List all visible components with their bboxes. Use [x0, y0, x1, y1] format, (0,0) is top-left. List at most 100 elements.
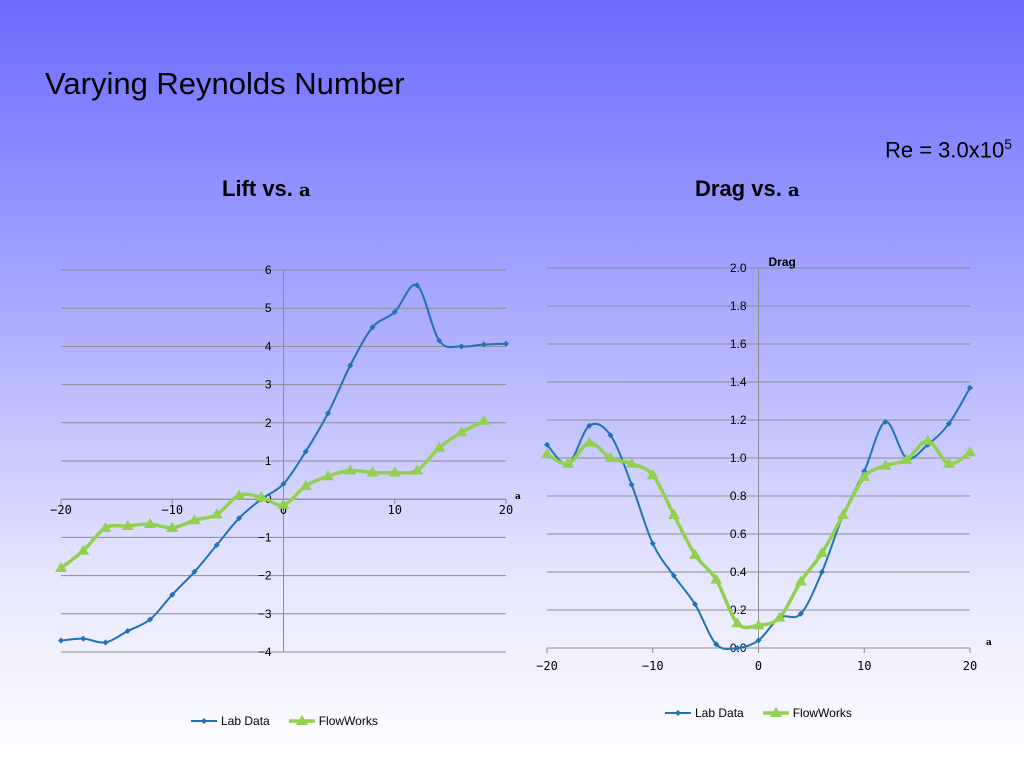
lift-chart-title-text: Lift vs. [222, 176, 300, 201]
drag-series-flowworks-point [646, 469, 659, 480]
drag-series-flowworks-point [604, 452, 617, 462]
lift-chart-title: Lift vs. a [222, 176, 311, 202]
drag-series-flowworks-point [879, 459, 892, 470]
lift-legend-label: Lab Data [221, 714, 270, 728]
lift-series-flowworks-point [322, 470, 334, 481]
lift-y-tick-label: −3 [258, 607, 272, 621]
lift-legend-swatch [191, 718, 217, 724]
drag-series-lab-data-point [945, 420, 952, 427]
drag-series-flowworks-point [942, 457, 955, 468]
drag-y-axis-label: Drag [769, 255, 796, 269]
lift-series-flowworks-point [255, 491, 268, 502]
lift-series-flowworks-point [188, 514, 201, 525]
drag-series-flowworks-point [541, 448, 553, 459]
lift-x-axis-label: a [515, 492, 521, 502]
drag-x-tick-label: 20 [963, 659, 977, 673]
lift-series-lab-data-point [58, 637, 64, 644]
lift-series-lab-data-point [302, 448, 309, 455]
lift-series-lab-data-point [347, 362, 354, 369]
lift-series-flowworks-point [344, 464, 357, 475]
lift-series-flowworks-point [166, 521, 179, 532]
lift-series-lab-data-point [325, 410, 331, 417]
drag-legend-swatch [665, 710, 691, 716]
drag-series-lab-data-point [607, 432, 614, 439]
drag-y-tick-label: 0.6 [730, 527, 747, 541]
drag-y-tick-label: 0.2 [730, 603, 747, 617]
lift-series-lab-data-point [236, 515, 242, 522]
lift-series-lab-data-point [80, 635, 87, 642]
lift-series-lab-data-point [369, 324, 376, 331]
lift-legend-swatch [288, 715, 315, 725]
drag-series-lab-data-point [797, 610, 804, 617]
drag-legend-item-flowworks: FlowWorks [762, 706, 852, 720]
drag-series-flowworks-point [625, 457, 638, 468]
lift-series-flowworks-point [455, 426, 468, 437]
drag-series-lab-data-point [713, 641, 720, 648]
drag-y-tick-label: 2.0 [730, 261, 747, 275]
drag-series-lab-data-point [818, 569, 825, 575]
reynolds-prefix: Re = 3.0x10 [884, 137, 1005, 163]
lift-series-lab-data-point [503, 340, 509, 347]
lift-y-tick-label: 6 [265, 263, 272, 277]
lift-x-tick-label: 0 [280, 503, 287, 517]
drag-series-lab-data-point [967, 384, 973, 391]
drag-series-flowworks-point [710, 573, 723, 584]
lift-series-lab-data-point [480, 341, 487, 348]
drag-series-flowworks-point [837, 509, 850, 519]
lift-x-tick-label: 10 [388, 503, 402, 517]
lift-y-tick-label: −4 [258, 645, 272, 659]
drag-legend-label: FlowWorks [792, 706, 852, 720]
drag-y-tick-label: 1.0 [730, 451, 747, 465]
lift-series-flowworks-point [210, 508, 223, 519]
drag-series-lab-data-point [586, 422, 593, 429]
lift-series-lab-data-point [124, 627, 131, 634]
drag-y-tick-label: 1.4 [730, 375, 747, 389]
lift-series-flowworks-point [233, 489, 245, 500]
drag-series-flowworks-point [752, 619, 765, 630]
lift-series-lab-data-point [191, 568, 198, 575]
lift-y-tick-label: 5 [265, 301, 272, 315]
lift-series-flowworks-point [411, 464, 423, 475]
drag-x-tick-label: 0 [755, 659, 762, 673]
drag-y-tick-label: 0.4 [730, 565, 747, 579]
lift-series-flowworks-point [55, 561, 67, 572]
lift-series-lab-data-point [391, 309, 398, 316]
drag-series-flowworks-point [921, 434, 934, 445]
drag-series-flowworks-point [689, 548, 702, 559]
lift-y-tick-label: −1 [258, 530, 272, 544]
drag-x-tick-label: −10 [642, 659, 664, 673]
drag-series-lab-data-point [692, 601, 699, 608]
drag-series-lab-data-point [628, 481, 635, 488]
drag-y-tick-label: 1.6 [730, 337, 747, 351]
drag-x-tick-label: 10 [857, 659, 871, 673]
reynolds-exponent: 5 [1004, 136, 1012, 152]
drag-series-flowworks-point [858, 471, 871, 481]
lift-y-tick-label: 4 [265, 339, 272, 353]
drag-series-lab-data-point [649, 540, 656, 547]
lift-series-flowworks-point [277, 498, 290, 509]
lift-series-lab-data-point [147, 616, 153, 623]
lift-chart-title-symbol: a [299, 180, 311, 201]
drag-y-tick-label: 0.8 [730, 489, 747, 503]
drag-series-lab-data-point [544, 441, 550, 448]
drag-series-lab-data-point [670, 572, 677, 579]
lift-legend-item-lab-data: Lab Data [190, 714, 270, 728]
drag-series-lab-data-point [882, 418, 889, 425]
lift-series-flowworks-point [433, 441, 446, 452]
drag-series-flowworks-point [773, 611, 786, 622]
drag-legend: Lab Data FlowWorks [664, 706, 870, 722]
reynolds-number-label: Re = 3.0x105 [885, 136, 1012, 163]
lift-series-lab-data-point [280, 480, 287, 487]
lift-series-lab-data-point [169, 591, 176, 598]
drag-y-tick-label: 1.2 [730, 413, 747, 427]
lift-series-lab-data-point [102, 639, 109, 646]
drag-series-flowworks-point [794, 575, 807, 586]
drag-series-flowworks-point [900, 453, 913, 464]
drag-chart-title-symbol: a [787, 180, 800, 201]
lift-legend-item-flowworks: FlowWorks [288, 714, 378, 728]
lift-x-tick-label: 20 [499, 503, 513, 517]
lift-legend: Lab Data FlowWorks [190, 714, 396, 730]
drag-legend-item-lab-data: Lab Data [664, 706, 744, 720]
lift-x-tick-label: −20 [50, 503, 72, 517]
